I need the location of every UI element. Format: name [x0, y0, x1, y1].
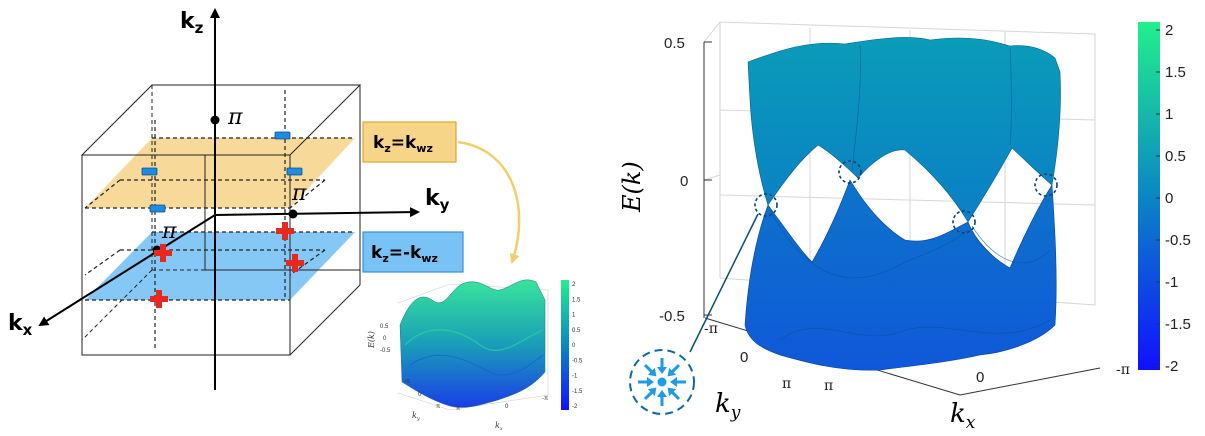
- inset-colorbar-tick-label: -2: [572, 404, 578, 410]
- plane-bottom: [85, 232, 355, 300]
- radial-arrow-head: [667, 387, 677, 397]
- plane-bottom-label: kz=-kwz: [371, 243, 438, 265]
- radial-arrow-head: [647, 377, 654, 387]
- negative-charges: [141, 131, 303, 213]
- pi-point-ky: [288, 209, 298, 219]
- plot-kx-label: kx: [950, 399, 976, 433]
- inset-zt-1: 0: [383, 336, 387, 342]
- plot-kxt-1: 0: [976, 369, 984, 386]
- inset-colorbar-tick-label: 2: [572, 282, 576, 288]
- weyl-node-2: [838, 160, 862, 184]
- weyl-nodes: [754, 160, 1058, 234]
- curved-arrow: [457, 140, 521, 264]
- kx-axis: [38, 214, 216, 327]
- inset-colorbar: [561, 280, 569, 410]
- inset-ylabel: E(k): [367, 331, 376, 349]
- zoomed-node-icon: [629, 349, 695, 415]
- inset-box: [397, 283, 549, 411]
- dashed-grid: [84, 90, 355, 350]
- plot-zt-1: 0: [680, 173, 688, 190]
- positive-charges: [150, 222, 304, 308]
- plane-top-label: kz=kwz: [373, 133, 433, 155]
- pi-label-ky: π: [291, 181, 307, 206]
- inset-plot: E(k) 0.5 0 -0.5 -π 0 π π 0 -π ky kx 2 1.5…: [367, 279, 583, 432]
- right-plot: E(k) 0.5 0 -0.5 -π 0 π π 0 -π ky kx 2 1.5…: [618, 21, 1191, 433]
- left-diagram: kz ky kx π π π kz=kwz kz=-kwz: [8, 8, 521, 390]
- inset-kx-label: kx: [495, 421, 503, 432]
- inset-kxt-0: π: [456, 406, 460, 412]
- inset-zt-0: 0.5: [380, 324, 389, 330]
- inset-colorbar-tick-label: 0.5: [572, 328, 581, 334]
- colorbar-tick-label: -0.5: [1165, 232, 1191, 249]
- plot-kyt-1: 0: [740, 349, 748, 366]
- plane-top: [85, 138, 355, 208]
- radial-arrow-head: [670, 377, 677, 387]
- colorbar-tick-label: -1: [1165, 274, 1178, 291]
- inset-colorbar-tick-label: 0: [572, 343, 576, 349]
- inset-kxt-1: 0: [505, 404, 509, 410]
- inset-surface-ridge: [404, 329, 544, 351]
- plot-ky-label: ky: [715, 389, 741, 423]
- inset-kyt-1: 0: [418, 392, 422, 398]
- cube-edges: [80, 84, 362, 356]
- pi-label-kz: π: [227, 105, 243, 130]
- inset-colorbar-tick-label: -0.5: [572, 358, 583, 364]
- plane-top-label-box: [362, 121, 457, 163]
- colorbar-tick-label: -1.5: [1165, 316, 1191, 333]
- inset-zt-2: -0.5: [380, 348, 391, 354]
- inset-colorbar-tick-label: 1: [572, 313, 576, 319]
- inset-colorbar-tick-label: -1: [572, 374, 578, 380]
- surface-ridges: [769, 44, 1051, 341]
- kx-axis-label: kx: [8, 311, 33, 339]
- colorbar: [1138, 22, 1160, 370]
- pi-label-kx: π: [161, 219, 177, 244]
- plot-zt-2: -0.5: [659, 308, 685, 325]
- inset-surface: [399, 279, 546, 408]
- inset-colorbar-tick-label: -1.5: [572, 389, 583, 395]
- ky-axis-label: ky: [425, 186, 450, 214]
- weyl-node-1: [754, 193, 778, 217]
- inset-kyt-2: π: [436, 404, 440, 410]
- colorbar-tick-label: 1.5: [1165, 64, 1186, 81]
- colorbar-tick-label: 1: [1165, 106, 1173, 123]
- inset-colorbar-ticks: 2 1.5 1 0.5 0 -0.5 -1 -1.5 -2: [572, 282, 583, 410]
- surface-upper: [747, 37, 1061, 223]
- colorbar-ticks: 2 1.5 1 0.5 0 -0.5 -1 -1.5 -2: [1156, 22, 1191, 375]
- inset-kxt-2: -π: [542, 396, 548, 402]
- colorbar-tick-label: 0.5: [1165, 148, 1186, 165]
- pi-point-kz: [210, 115, 220, 125]
- weyl-node-3: [952, 210, 976, 234]
- radial-arrow-head: [657, 367, 667, 374]
- ky-axis: [214, 207, 420, 218]
- colorbar-tick-label: -2: [1165, 358, 1178, 375]
- plot-zt-0: 0.5: [664, 35, 685, 52]
- colorbar-tick-label: 0: [1165, 190, 1173, 207]
- plot-kyt-2: π: [782, 376, 791, 392]
- plot-ylabel: E(k): [618, 161, 646, 213]
- plot-x2-axis: [959, 367, 1101, 396]
- plot-kyt-0: -π: [704, 321, 718, 337]
- inset-ky-label: ky: [412, 411, 420, 422]
- colorbar-tick-label: 2: [1165, 22, 1173, 39]
- inset-kyt-0: -π: [404, 379, 410, 385]
- surface-lower: [744, 179, 1057, 371]
- plot-kxt-0: π: [824, 378, 833, 394]
- weyl-node-4: [1034, 173, 1058, 197]
- inset-colorbar-tick-label: 1.5: [572, 297, 581, 303]
- plane-bottom-label-box: [362, 231, 464, 273]
- radial-arrow-head: [657, 390, 667, 397]
- kz-axis-label: kz: [180, 9, 204, 37]
- plot-kxt-2: -π: [1116, 362, 1130, 378]
- radial-arrow-head: [647, 387, 657, 397]
- inset-surface-ridge-2: [409, 354, 544, 376]
- radial-arrow-head: [647, 367, 657, 377]
- radial-arrow-head: [667, 367, 677, 377]
- zoom-connector: [689, 213, 759, 353]
